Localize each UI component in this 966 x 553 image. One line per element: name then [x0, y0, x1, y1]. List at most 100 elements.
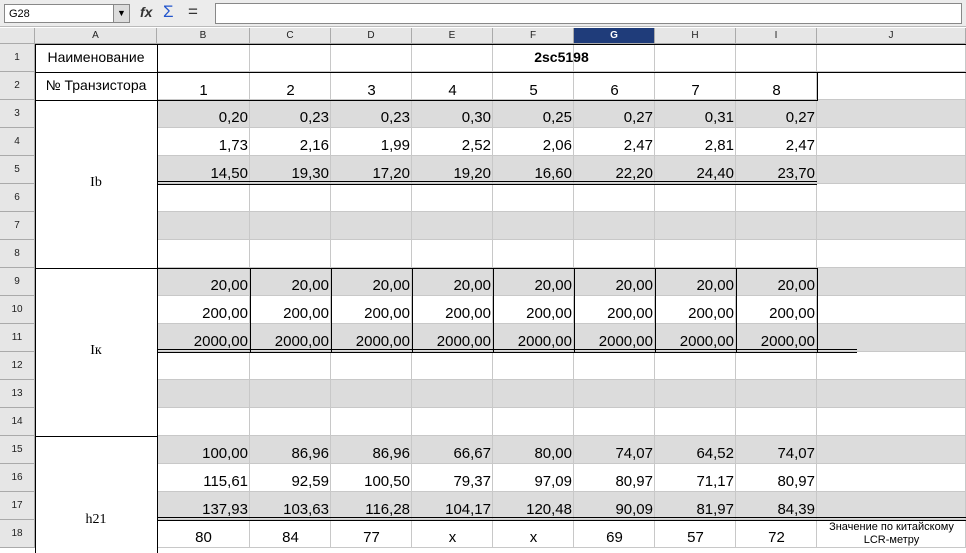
cell-text[interactable]: 200,00 [769, 305, 815, 322]
group-label[interactable]: Iк [90, 343, 102, 358]
cell-text[interactable]: 0,31 [704, 109, 734, 126]
cell-text[interactable]: 104,17 [445, 501, 491, 518]
cell-text[interactable]: 0,27 [623, 109, 653, 126]
row-header[interactable]: 12 [0, 352, 35, 380]
cell-text[interactable]: 1,99 [380, 137, 410, 154]
cell-text[interactable]: 1 [199, 82, 208, 99]
cell-text[interactable]: 97,09 [534, 473, 572, 490]
cell-text[interactable]: 64,52 [696, 445, 734, 462]
cell-text[interactable]: 79,37 [453, 473, 491, 490]
cell-text[interactable]: 2000,00 [598, 333, 653, 350]
cell-text[interactable]: 20,00 [534, 277, 572, 294]
cell-text[interactable]: 5 [529, 82, 538, 99]
cell-text[interactable]: x [529, 529, 538, 546]
row-header[interactable]: 15 [0, 436, 35, 464]
row-header[interactable]: 3 [0, 100, 35, 128]
row-header[interactable]: 11 [0, 324, 35, 352]
cell-text[interactable]: 2,47 [785, 137, 815, 154]
cell-text[interactable]: 20,00 [453, 277, 491, 294]
row-header[interactable]: 17 [0, 492, 35, 520]
cell-text[interactable]: 69 [606, 529, 623, 546]
column-header[interactable]: J [817, 28, 966, 44]
equals-button[interactable]: = [188, 2, 198, 21]
cell-text[interactable]: 7 [691, 82, 700, 99]
cell-text[interactable]: 72 [768, 529, 785, 546]
column-header[interactable]: C [250, 28, 331, 44]
cell-text[interactable]: 0,27 [785, 109, 815, 126]
row-header[interactable]: 18 [0, 520, 35, 548]
title[interactable]: 2sc5198 [534, 49, 589, 65]
row-header[interactable]: 1 [0, 44, 35, 72]
cell-text[interactable]: 19,20 [453, 165, 491, 182]
cell-text[interactable]: 16,60 [534, 165, 572, 182]
cell-text[interactable]: 1,73 [218, 137, 248, 154]
group-label[interactable]: Ib [90, 175, 102, 190]
row-header[interactable]: 13 [0, 380, 35, 408]
column-header[interactable]: G [574, 28, 655, 44]
cell-text[interactable]: 23,70 [777, 165, 815, 182]
column-header[interactable]: B [157, 28, 250, 44]
cell-text[interactable]: 2,47 [623, 137, 653, 154]
row-header[interactable]: 4 [0, 128, 35, 156]
cell-text[interactable]: 2000,00 [436, 333, 491, 350]
group-label[interactable]: h21 [85, 512, 107, 527]
column-header[interactable]: E [412, 28, 493, 44]
cell-text[interactable]: 74,07 [615, 445, 653, 462]
cell-text[interactable]: 116,28 [365, 501, 410, 518]
column-header[interactable]: F [493, 28, 574, 44]
cell-text[interactable]: 20,00 [372, 277, 410, 294]
row-header[interactable]: 7 [0, 212, 35, 240]
cell-text[interactable]: 84,39 [777, 501, 815, 518]
cell-text[interactable]: 137,93 [202, 501, 248, 518]
cell-text[interactable]: 19,30 [291, 165, 329, 182]
cell-text[interactable]: 86,96 [372, 445, 410, 462]
cell-text[interactable]: 200,00 [364, 305, 410, 322]
cell-text[interactable]: 2 [286, 82, 295, 99]
row-header[interactable]: 9 [0, 268, 35, 296]
row-header[interactable]: 5 [0, 156, 35, 184]
cell-text[interactable]: 8 [772, 82, 781, 99]
cell-text[interactable]: Наименование [47, 49, 145, 65]
cell-text[interactable]: 6 [610, 82, 619, 99]
cell-text[interactable]: 2000,00 [679, 333, 734, 350]
cell-text[interactable]: 200,00 [445, 305, 491, 322]
cell-text[interactable]: 80,97 [615, 473, 653, 490]
cell-text[interactable]: 2000,00 [760, 333, 815, 350]
cell-text[interactable]: 2000,00 [517, 333, 572, 350]
cell-text[interactable]: 66,67 [453, 445, 491, 462]
cell-text[interactable]: 20,00 [615, 277, 653, 294]
cell-text[interactable]: 100,00 [202, 445, 248, 462]
cell-text[interactable]: 81,97 [696, 501, 734, 518]
cell-text[interactable]: 0,23 [299, 109, 329, 126]
cell-text[interactable]: 2,06 [542, 137, 572, 154]
name-box[interactable]: G28 [4, 4, 130, 23]
cell-text[interactable]: 17,20 [372, 165, 410, 182]
cell-text[interactable]: 57 [687, 529, 704, 546]
cell-text[interactable]: 20,00 [291, 277, 329, 294]
cell-text[interactable]: 115,61 [203, 473, 248, 490]
cell-text[interactable]: 2,81 [704, 137, 734, 154]
cell-text[interactable]: 0,30 [461, 109, 491, 126]
cell-text[interactable]: 74,07 [777, 445, 815, 462]
cell-text[interactable]: 0,20 [218, 109, 248, 126]
cell-text[interactable]: 100,50 [364, 473, 410, 490]
cell-text[interactable]: 2000,00 [193, 333, 248, 350]
cell-text[interactable]: 0,25 [542, 109, 572, 126]
name-box-dropdown[interactable]: ▼ [113, 5, 129, 22]
row-header[interactable]: 2 [0, 72, 35, 100]
cell-text[interactable]: 20,00 [210, 277, 248, 294]
column-header[interactable]: I [736, 28, 817, 44]
note[interactable]: Значение по китайскому LCR-метру [829, 521, 954, 546]
cell-text[interactable]: № Транзистора [45, 77, 147, 93]
row-header[interactable]: 10 [0, 296, 35, 324]
cell-text[interactable]: 24,40 [696, 165, 734, 182]
cell-text[interactable]: 2000,00 [274, 333, 329, 350]
cell-text[interactable]: 14,50 [210, 165, 248, 182]
cell-text[interactable]: 200,00 [688, 305, 734, 322]
cell-text[interactable]: 200,00 [607, 305, 653, 322]
cell-text[interactable]: 22,20 [615, 165, 653, 182]
cell-text[interactable]: 4 [448, 82, 457, 99]
cell-text[interactable]: 20,00 [696, 277, 734, 294]
cell-text[interactable]: 71,17 [696, 473, 734, 490]
row-header[interactable]: 16 [0, 464, 35, 492]
